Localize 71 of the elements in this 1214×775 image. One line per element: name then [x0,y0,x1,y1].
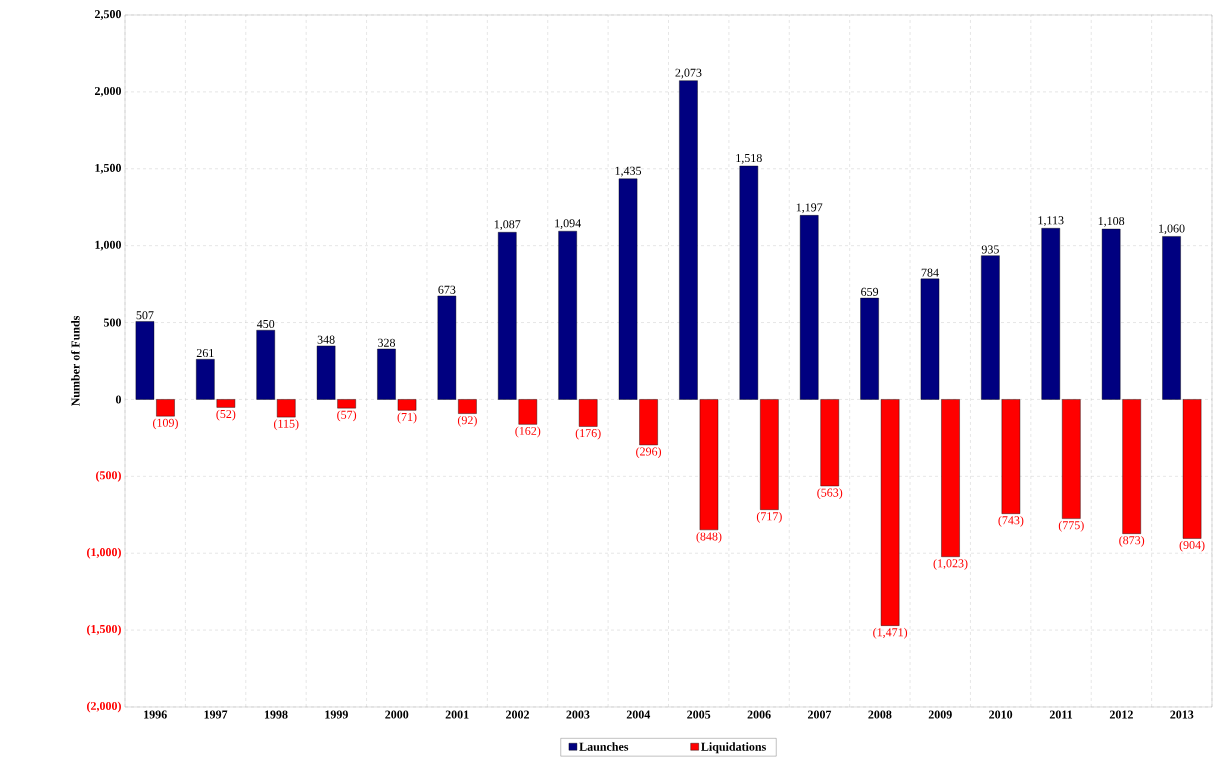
data-label: (115) [274,419,299,431]
data-label: 507 [136,311,154,320]
data-label: (873) [1119,535,1145,547]
data-label: (904) [1179,540,1205,552]
data-label: 1,113 [1038,216,1064,227]
data-label: 348 [317,335,335,344]
data-label: (563) [817,488,843,500]
x-tick-label: 2008 [868,710,892,719]
data-label: 1,060 [1159,224,1185,235]
data-label: 450 [256,319,275,329]
data-label: 2,073 [675,68,702,79]
y-tick-label: (2,000) [87,701,121,713]
data-label: 935 [981,245,999,254]
data-label: 1,094 [555,219,581,230]
x-tick-label: 1998 [264,710,288,719]
y-tick-label: (1,000) [87,547,121,559]
data-label: 673 [438,285,456,294]
data-label: (296) [636,447,662,459]
y-tick-label: 500 [103,318,122,327]
x-tick-label: 2011 [1049,710,1073,719]
bar [276,399,296,418]
data-label: 784 [921,268,939,277]
y-tick-label: 1,500 [95,163,122,174]
x-tick-label: 2007 [807,710,832,719]
x-tick-label: 2000 [385,710,409,719]
data-label: (717) [756,511,782,523]
x-tick-label: 2003 [566,710,590,719]
y-tick-label: 2,500 [94,10,122,20]
bar [256,330,275,400]
y-tick-label: 0 [115,395,122,404]
x-tick-label: 2009 [928,710,952,719]
legend-label: Launches [579,742,629,751]
y-axis-title: Number of Funds [71,315,80,407]
x-tick-label: 2013 [1170,710,1194,719]
data-label: (57) [337,410,357,422]
x-tick-label: 2004 [626,710,651,719]
x-tick-label: 2002 [506,710,530,719]
x-tick-label: 2006 [747,710,771,719]
x-tick-label: 1999 [325,710,348,719]
x-tick-label: 2010 [989,710,1013,719]
x-tick-label: 2005 [687,710,711,719]
data-label: 1,197 [796,203,823,214]
data-label: (52) [216,409,236,421]
y-tick-label: 2,000 [94,86,122,97]
data-label: (743) [998,515,1024,527]
data-label: (71) [397,412,417,424]
data-label: (92) [457,415,477,427]
data-label: (162) [515,426,541,438]
legend-label: Liquidations [701,742,766,754]
x-tick-label: 1996 [144,710,167,719]
x-tick-label: 2012 [1109,710,1133,719]
data-label: 1,087 [494,220,521,231]
y-tick-label: (1,500) [87,624,121,636]
data-label: 1,518 [736,153,762,164]
data-label: (775) [1058,520,1084,532]
x-tick-label: 2001 [445,710,469,719]
y-tick-label: (500) [96,470,121,482]
y-tick-label: 1,000 [95,240,122,251]
data-label: (848) [696,532,722,543]
data-label: (1,023) [933,558,968,570]
bar [1062,399,1081,519]
data-label: 659 [861,287,879,296]
bar [1041,228,1061,400]
data-label: (1,471) [873,627,908,639]
x-tick-label: 1997 [204,710,228,719]
data-label: 261 [196,349,214,358]
data-label: 328 [378,338,396,347]
data-label: (176) [575,428,601,440]
data-label: 1,108 [1098,217,1125,227]
data-label: (109) [153,418,178,430]
data-label: 1,435 [615,166,642,177]
